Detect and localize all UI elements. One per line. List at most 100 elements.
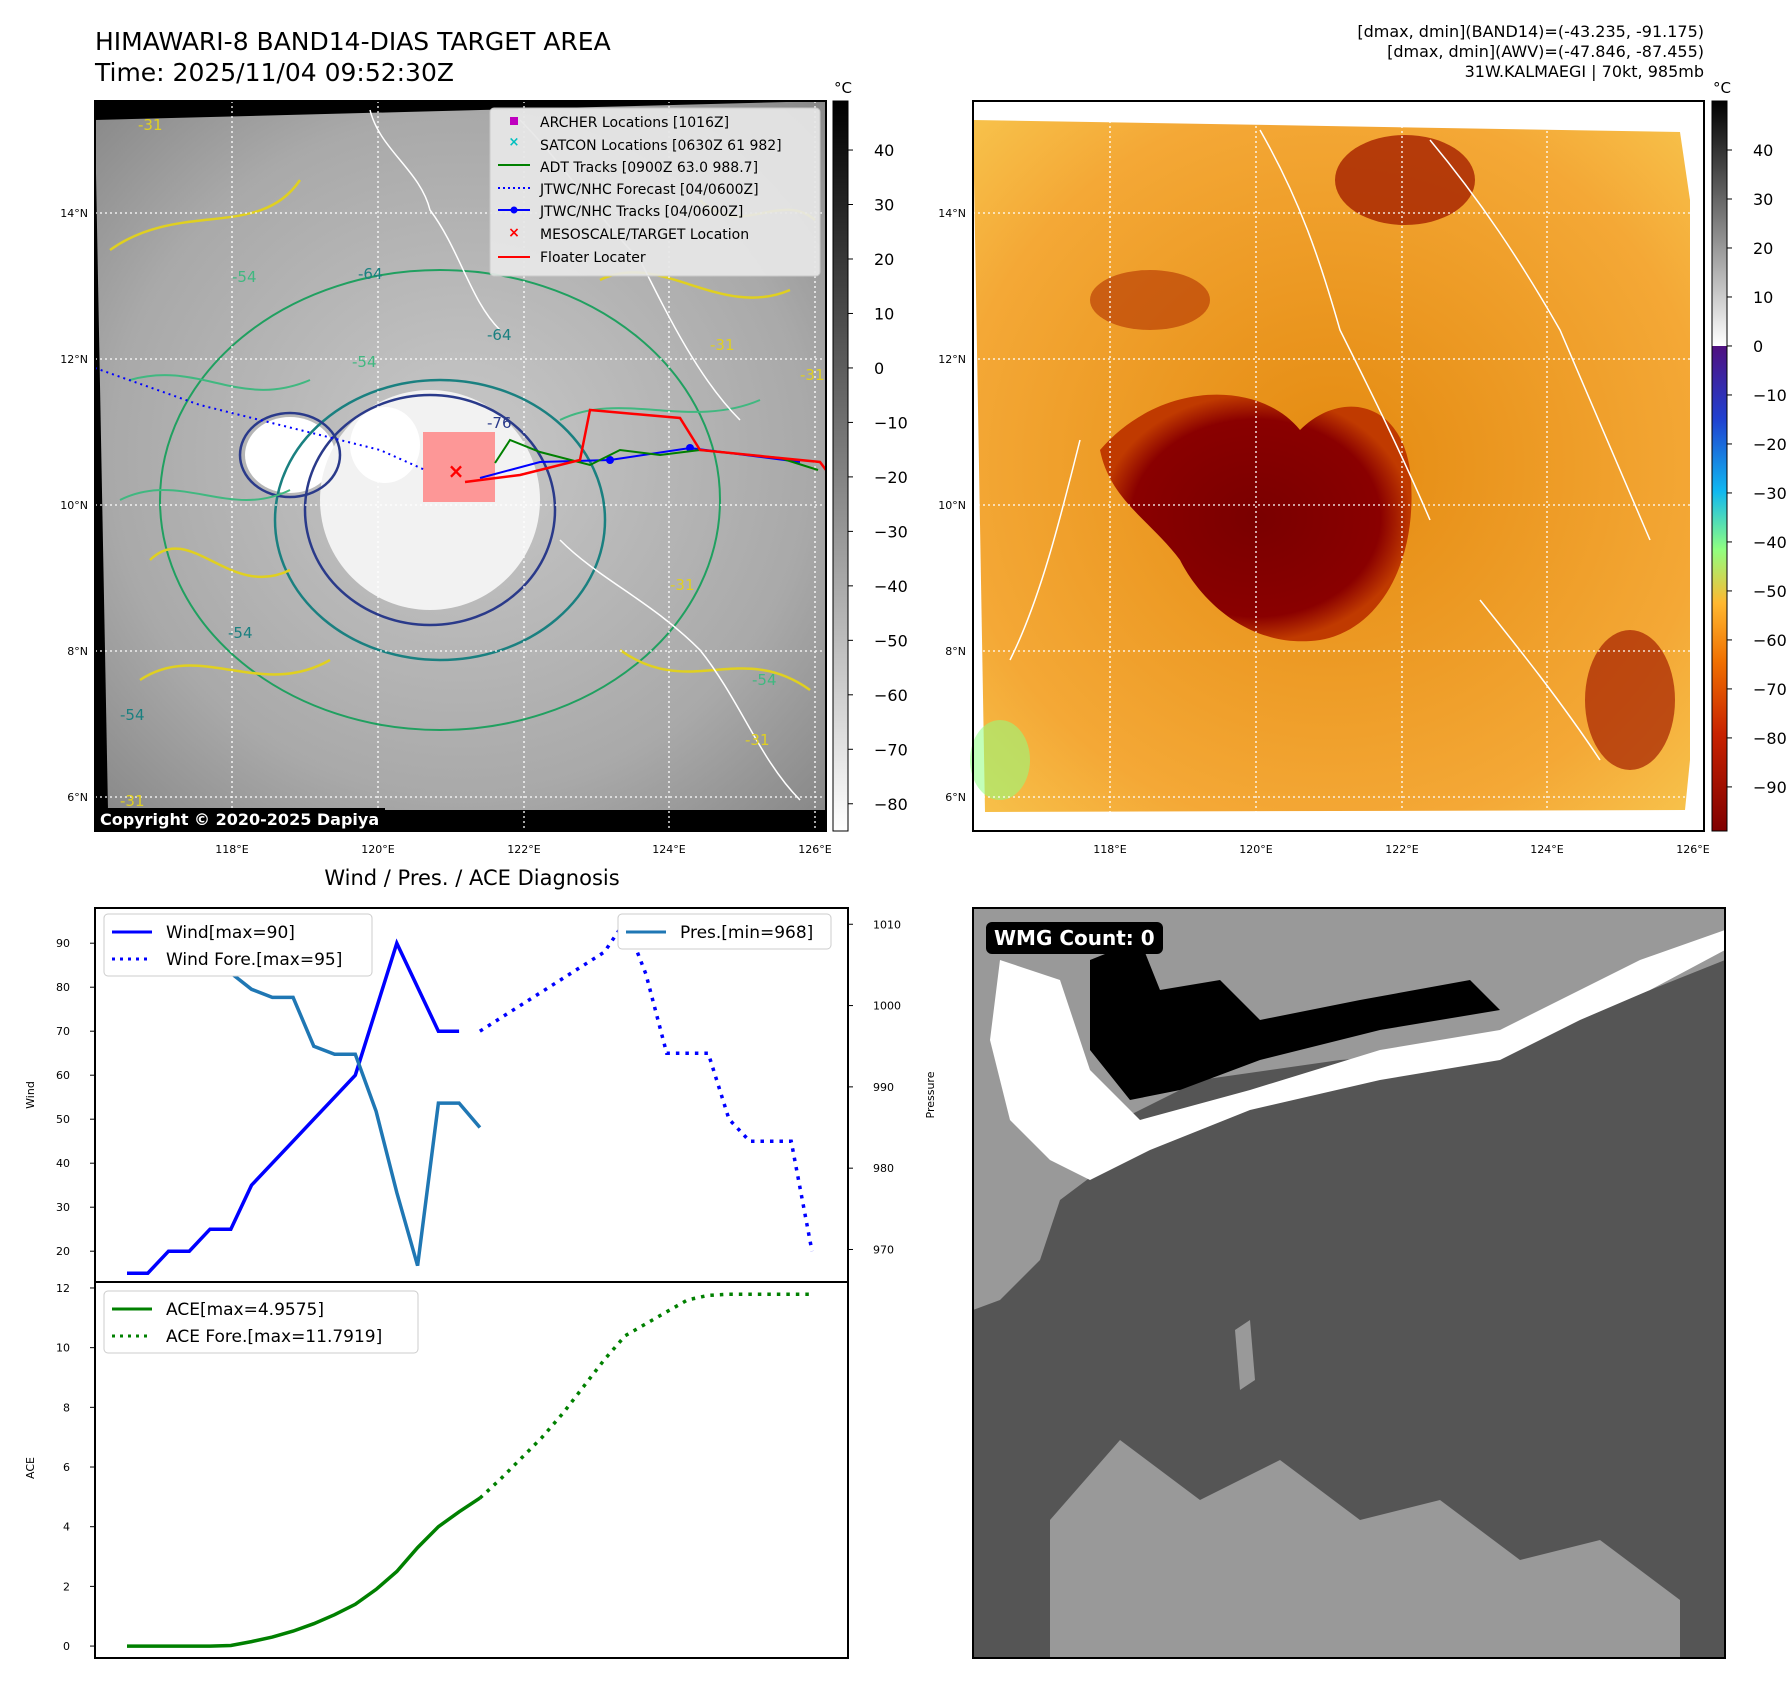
contour-label: -54 (752, 671, 777, 689)
wind-axis-label: Wind (24, 1081, 37, 1109)
target-area-box (423, 432, 495, 502)
series-line-wind (127, 938, 460, 1275)
awv-dry-patch-north (1335, 135, 1475, 225)
awv-lon-ticks: 118°E 120°E 122°E 124°E 126°E (1093, 843, 1709, 856)
contour-label: -31 (138, 116, 163, 134)
y-right-tick-label: 980 (873, 1162, 894, 1175)
lon-tick: 118°E (1093, 843, 1126, 856)
y-tick-label: 60 (56, 1069, 70, 1082)
y-tick-label: 40 (56, 1157, 70, 1170)
ir-contour-76 (303, 393, 557, 627)
ir-cloud-cluster-north (350, 407, 420, 483)
info-line-2: [dmax, dmin](AWV)=(-47.846, -87.455) (1387, 42, 1704, 61)
contour-label: -54 (120, 706, 145, 724)
colorbar-tick-label: 10 (1753, 288, 1773, 307)
storm-info: [dmax, dmin](BAND14)=(-43.235, -91.175) … (1357, 22, 1704, 82)
y-right-tick-label: 970 (873, 1243, 894, 1256)
jtwc-forecast-track (94, 367, 426, 471)
map-legend: × × ARCHER Locations [1016Z] SATCON Loca… (489, 107, 821, 277)
colorbar-tick-label: −70 (1753, 680, 1787, 699)
contour-label: -31 (800, 366, 825, 384)
wind-legend: Wind[max=90] Wind Fore.[max=95] (103, 913, 373, 977)
title-line-1: HIMAWARI-8 BAND14-DIAS TARGET AREA (95, 27, 611, 56)
y-tick-label: 4 (63, 1521, 70, 1534)
lat-tick: 8°N (945, 645, 966, 658)
contour-label: -31 (670, 576, 695, 594)
awv-colorbar: °C 40 30 20 10 0 −10 −20 −30 −40 −50 −60 −70 −80 −90 (1711, 79, 1787, 832)
colorbar-tick-label: 20 (874, 250, 894, 269)
colorbar-tick-label: −40 (874, 577, 908, 596)
series-line-ace (127, 1496, 481, 1648)
y-tick-label: 0 (63, 1640, 70, 1653)
y-tick-label: 50 (56, 1113, 70, 1126)
copyright-label: Copyright © 2020-2025 Dapiya (94, 808, 386, 831)
lat-tick: 10°N (60, 499, 88, 512)
lon-tick: 120°E (361, 843, 394, 856)
colorbar-tick-label: 10 (874, 304, 894, 323)
y-tick-label: 10 (56, 1342, 70, 1355)
legend-label: Floater Locater (540, 250, 646, 266)
ir-contour-76-west (238, 411, 342, 499)
lon-tick: 122°E (1385, 843, 1418, 856)
legend-label: Pres.[min=968] (680, 923, 813, 943)
awv-gridlines (973, 101, 1704, 831)
contour-label: -31 (120, 792, 145, 810)
lon-tick: 120°E (1239, 843, 1272, 856)
contour-label: -64 (358, 265, 383, 283)
contour-label: -64 (487, 326, 512, 344)
awv-lat-ticks: 14°N 12°N 10°N 8°N 6°N (938, 207, 966, 804)
ir-colorbar: °C 40 30 20 10 0 −10 −20 −30 −40 −50 −60 −70 −80 (832, 79, 908, 832)
wmg-region-white (990, 930, 1725, 1180)
y-tick-label: 70 (56, 1025, 70, 1038)
lat-tick: 8°N (67, 645, 88, 658)
legend-label: Wind[max=90] (166, 923, 295, 943)
ir-contour-54-outer (119, 374, 761, 501)
diagnosis-title: Wind / Pres. / ACE Diagnosis (324, 866, 619, 890)
pressure-axis-label: Pressure (924, 1071, 937, 1118)
colorbar-tick-label: −30 (1753, 484, 1787, 503)
legend-marker-satcon: × (509, 135, 520, 150)
contour-labels: -54 -64 -54 -64 -76 -31 -31 -54 -31 -54 … (120, 116, 825, 810)
y-right-tick-label: 990 (873, 1081, 894, 1094)
lat-tick: 14°N (60, 207, 88, 220)
colorbar-tick-label: −40 (1753, 533, 1787, 552)
info-line-3: 31W.KALMAEGI | 70kt, 985mb (1464, 62, 1704, 81)
colorbar-tick-label: −80 (1753, 729, 1787, 748)
colorbar-tick-label: −10 (1753, 386, 1787, 405)
wmg-region-grey-south (1050, 1440, 1680, 1658)
legend-label: ACE[max=4.9575] (166, 1300, 324, 1320)
ir-map-frame (94, 100, 827, 832)
contour-label: -54 (228, 624, 253, 642)
colorbar-tick-label: −50 (874, 631, 908, 650)
lat-tick: 14°N (938, 207, 966, 220)
lat-tick: 12°N (60, 353, 88, 366)
awv-map-panel (970, 100, 1705, 832)
colorbar-tick-label: 30 (874, 196, 894, 215)
y-tick-label: 8 (63, 1401, 70, 1414)
colorbar-tick-label: −20 (1753, 435, 1787, 454)
lat-tick: 6°N (945, 791, 966, 804)
y-right-tick-label: 1000 (873, 1000, 901, 1013)
figure-title: HIMAWARI-8 BAND14-DIAS TARGET AREA Time:… (95, 26, 611, 88)
lon-tick: 122°E (507, 843, 540, 856)
ace-axis-label: ACE (24, 1457, 37, 1479)
ace-legend: ACE[max=4.9575] ACE Fore.[max=11.7919] (103, 1290, 419, 1354)
floater-locater-track (464, 408, 827, 484)
y-tick-label: 2 (63, 1580, 70, 1593)
legend-label: ADT Tracks [0900Z 63.0 988.7] (540, 160, 758, 176)
colorbar-tick-label: −60 (874, 686, 908, 705)
colorbar-tick-label: −50 (1753, 582, 1787, 601)
lon-tick: 118°E (215, 843, 248, 856)
awv-dry-patch-nw (1090, 270, 1210, 330)
lon-tick: 126°E (798, 843, 831, 856)
y-tick-label: 80 (56, 981, 70, 994)
lon-tick: 126°E (1676, 843, 1709, 856)
legend-label: JTWC/NHC Tracks [04/0600Z] (539, 204, 743, 220)
legend-label: Wind Fore.[max=95] (166, 950, 342, 970)
y-tick-label: 90 (56, 937, 70, 950)
colorbar-tick-label: −30 (874, 522, 908, 541)
awv-colorbar-unit: °C (1713, 79, 1731, 97)
title-line-2: Time: 2025/11/04 09:52:30Z (95, 58, 454, 87)
y-tick-label: 20 (56, 1245, 70, 1258)
